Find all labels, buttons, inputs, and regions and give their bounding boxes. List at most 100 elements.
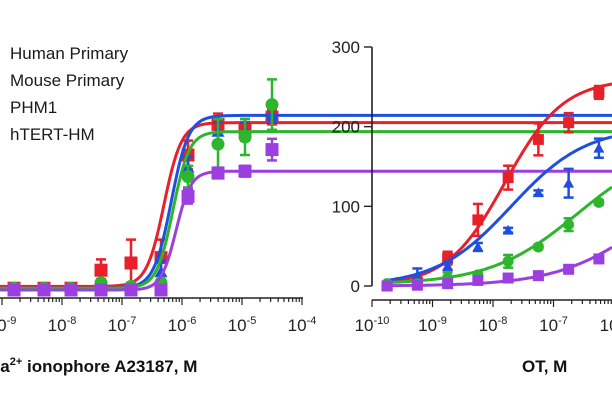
data-point-square — [181, 189, 195, 203]
x-title-prefix: Ca — [0, 357, 10, 376]
data-point-triangle — [411, 270, 423, 281]
data-point-square — [94, 283, 108, 297]
data-point-circle — [238, 130, 252, 144]
x-tick-exponent: -9 — [437, 315, 447, 327]
x-tick-base: 10 — [228, 316, 247, 335]
data-point-square — [265, 143, 279, 157]
x-tick-base: 10 — [600, 316, 612, 335]
data-point-square — [211, 166, 225, 180]
x-tick-base: 10 — [168, 316, 187, 335]
x-tick-base: 10 — [355, 316, 374, 335]
legend-entry-phm1: PHM1 — [10, 98, 57, 117]
x-tick-label: 10-8 — [48, 315, 77, 335]
data-point-square — [238, 164, 252, 178]
data-point-triangle — [502, 224, 514, 235]
x-tick-exponent: -6 — [187, 315, 197, 327]
fit-curve — [385, 82, 612, 285]
x-tick-label: 10-6 — [168, 315, 197, 335]
x-tick-label: 10-6 — [600, 315, 612, 335]
left-x-axis-title: Ca2+ ionophore A23187, M — [0, 356, 197, 376]
legend-entry-human-primary: Human Primary — [10, 44, 129, 63]
fit-curve — [386, 246, 612, 288]
data-point-square — [154, 283, 168, 297]
x-tick-exponent: -8 — [67, 315, 77, 327]
series-4 — [0, 137, 612, 297]
x-tick-base: 10 — [418, 316, 437, 335]
x-tick-label: 10-7 — [539, 315, 568, 335]
data-point-circle — [593, 196, 605, 208]
data-point-square — [502, 272, 514, 284]
legend-entry-mouse-primary: Mouse Primary — [10, 71, 125, 90]
data-point-square — [532, 270, 544, 282]
data-point-circle — [265, 98, 279, 112]
data-point-square — [442, 278, 454, 290]
x-tick-base: 10 — [539, 316, 558, 335]
data-point-square — [563, 263, 575, 275]
data-point-square — [411, 279, 423, 291]
data-point-circle — [563, 219, 575, 231]
data-point-circle — [502, 255, 514, 267]
data-point-square — [442, 252, 454, 264]
x-tick-base: 10 — [108, 316, 127, 335]
x-tick-exponent: -7 — [127, 315, 137, 327]
left-chart-panel: Human Primary Mouse Primary PHM1 hTERT-H… — [0, 44, 612, 376]
x-tick-exponent: -5 — [247, 315, 257, 327]
x-tick-label: 10-9 — [418, 315, 447, 335]
x-tick-base: 10 — [48, 316, 67, 335]
x-title-superscript: 2+ — [10, 356, 23, 368]
legend-entry-htert-hm: hTERT-HM — [10, 125, 95, 144]
y-tick-label: 300 — [332, 38, 360, 57]
y-tick-label: 100 — [332, 197, 360, 216]
x-title-rest: ionophore A23187, M — [22, 357, 197, 376]
data-point-triangle — [563, 177, 575, 188]
data-point-square — [7, 283, 21, 297]
y-tick-label: 200 — [332, 118, 360, 137]
data-point-square — [64, 283, 78, 297]
x-tick-base: 10 — [288, 316, 307, 335]
series-2 — [381, 135, 612, 289]
x-tick-exponent: -9 — [7, 315, 17, 327]
data-point-square — [563, 117, 575, 129]
legend: Human Primary Mouse Primary PHM1 hTERT-H… — [10, 44, 129, 144]
data-point-square — [593, 253, 605, 265]
data-point-triangle — [442, 260, 454, 271]
data-point-square — [502, 172, 514, 184]
fit-curve — [385, 135, 612, 282]
x-tick-base: 10 — [479, 316, 498, 335]
series-1 — [381, 82, 612, 292]
x-tick-exponent: -7 — [558, 315, 568, 327]
data-point-square — [124, 256, 138, 270]
x-tick-base: 10 — [0, 316, 7, 335]
data-point-circle — [532, 241, 544, 253]
fit-curve — [386, 185, 612, 285]
data-point-square — [472, 214, 484, 226]
x-tick-exponent: -8 — [498, 315, 508, 327]
data-point-circle — [181, 170, 195, 184]
data-point-triangle — [593, 142, 605, 153]
data-point-square — [124, 283, 138, 297]
data-point-square — [37, 283, 51, 297]
data-point-circle — [211, 137, 225, 151]
x-tick-label: 10-10 — [355, 315, 390, 335]
series-3 — [0, 78, 612, 295]
series-4 — [381, 246, 612, 292]
x-tick-label: 10-5 — [228, 315, 257, 335]
right-x-axis-title: OT, M — [522, 357, 567, 376]
x-tick-label: 10-7 — [108, 315, 137, 335]
data-point-square — [593, 86, 605, 98]
x-tick-exponent: -10 — [374, 315, 390, 327]
fit-curve — [0, 121, 612, 288]
data-point-square — [381, 280, 393, 292]
data-point-square — [472, 274, 484, 286]
x-tick-label: 10-4 — [288, 315, 317, 335]
data-point-square — [532, 133, 544, 145]
y-tick-label: 0 — [351, 277, 360, 296]
x-tick-label: 10-9 — [0, 315, 16, 335]
x-tick-label: 10-8 — [479, 315, 508, 335]
data-point-triangle — [472, 241, 484, 252]
data-point-triangle — [154, 265, 168, 278]
data-point-triangle — [532, 187, 544, 198]
fit-curve — [0, 169, 612, 292]
